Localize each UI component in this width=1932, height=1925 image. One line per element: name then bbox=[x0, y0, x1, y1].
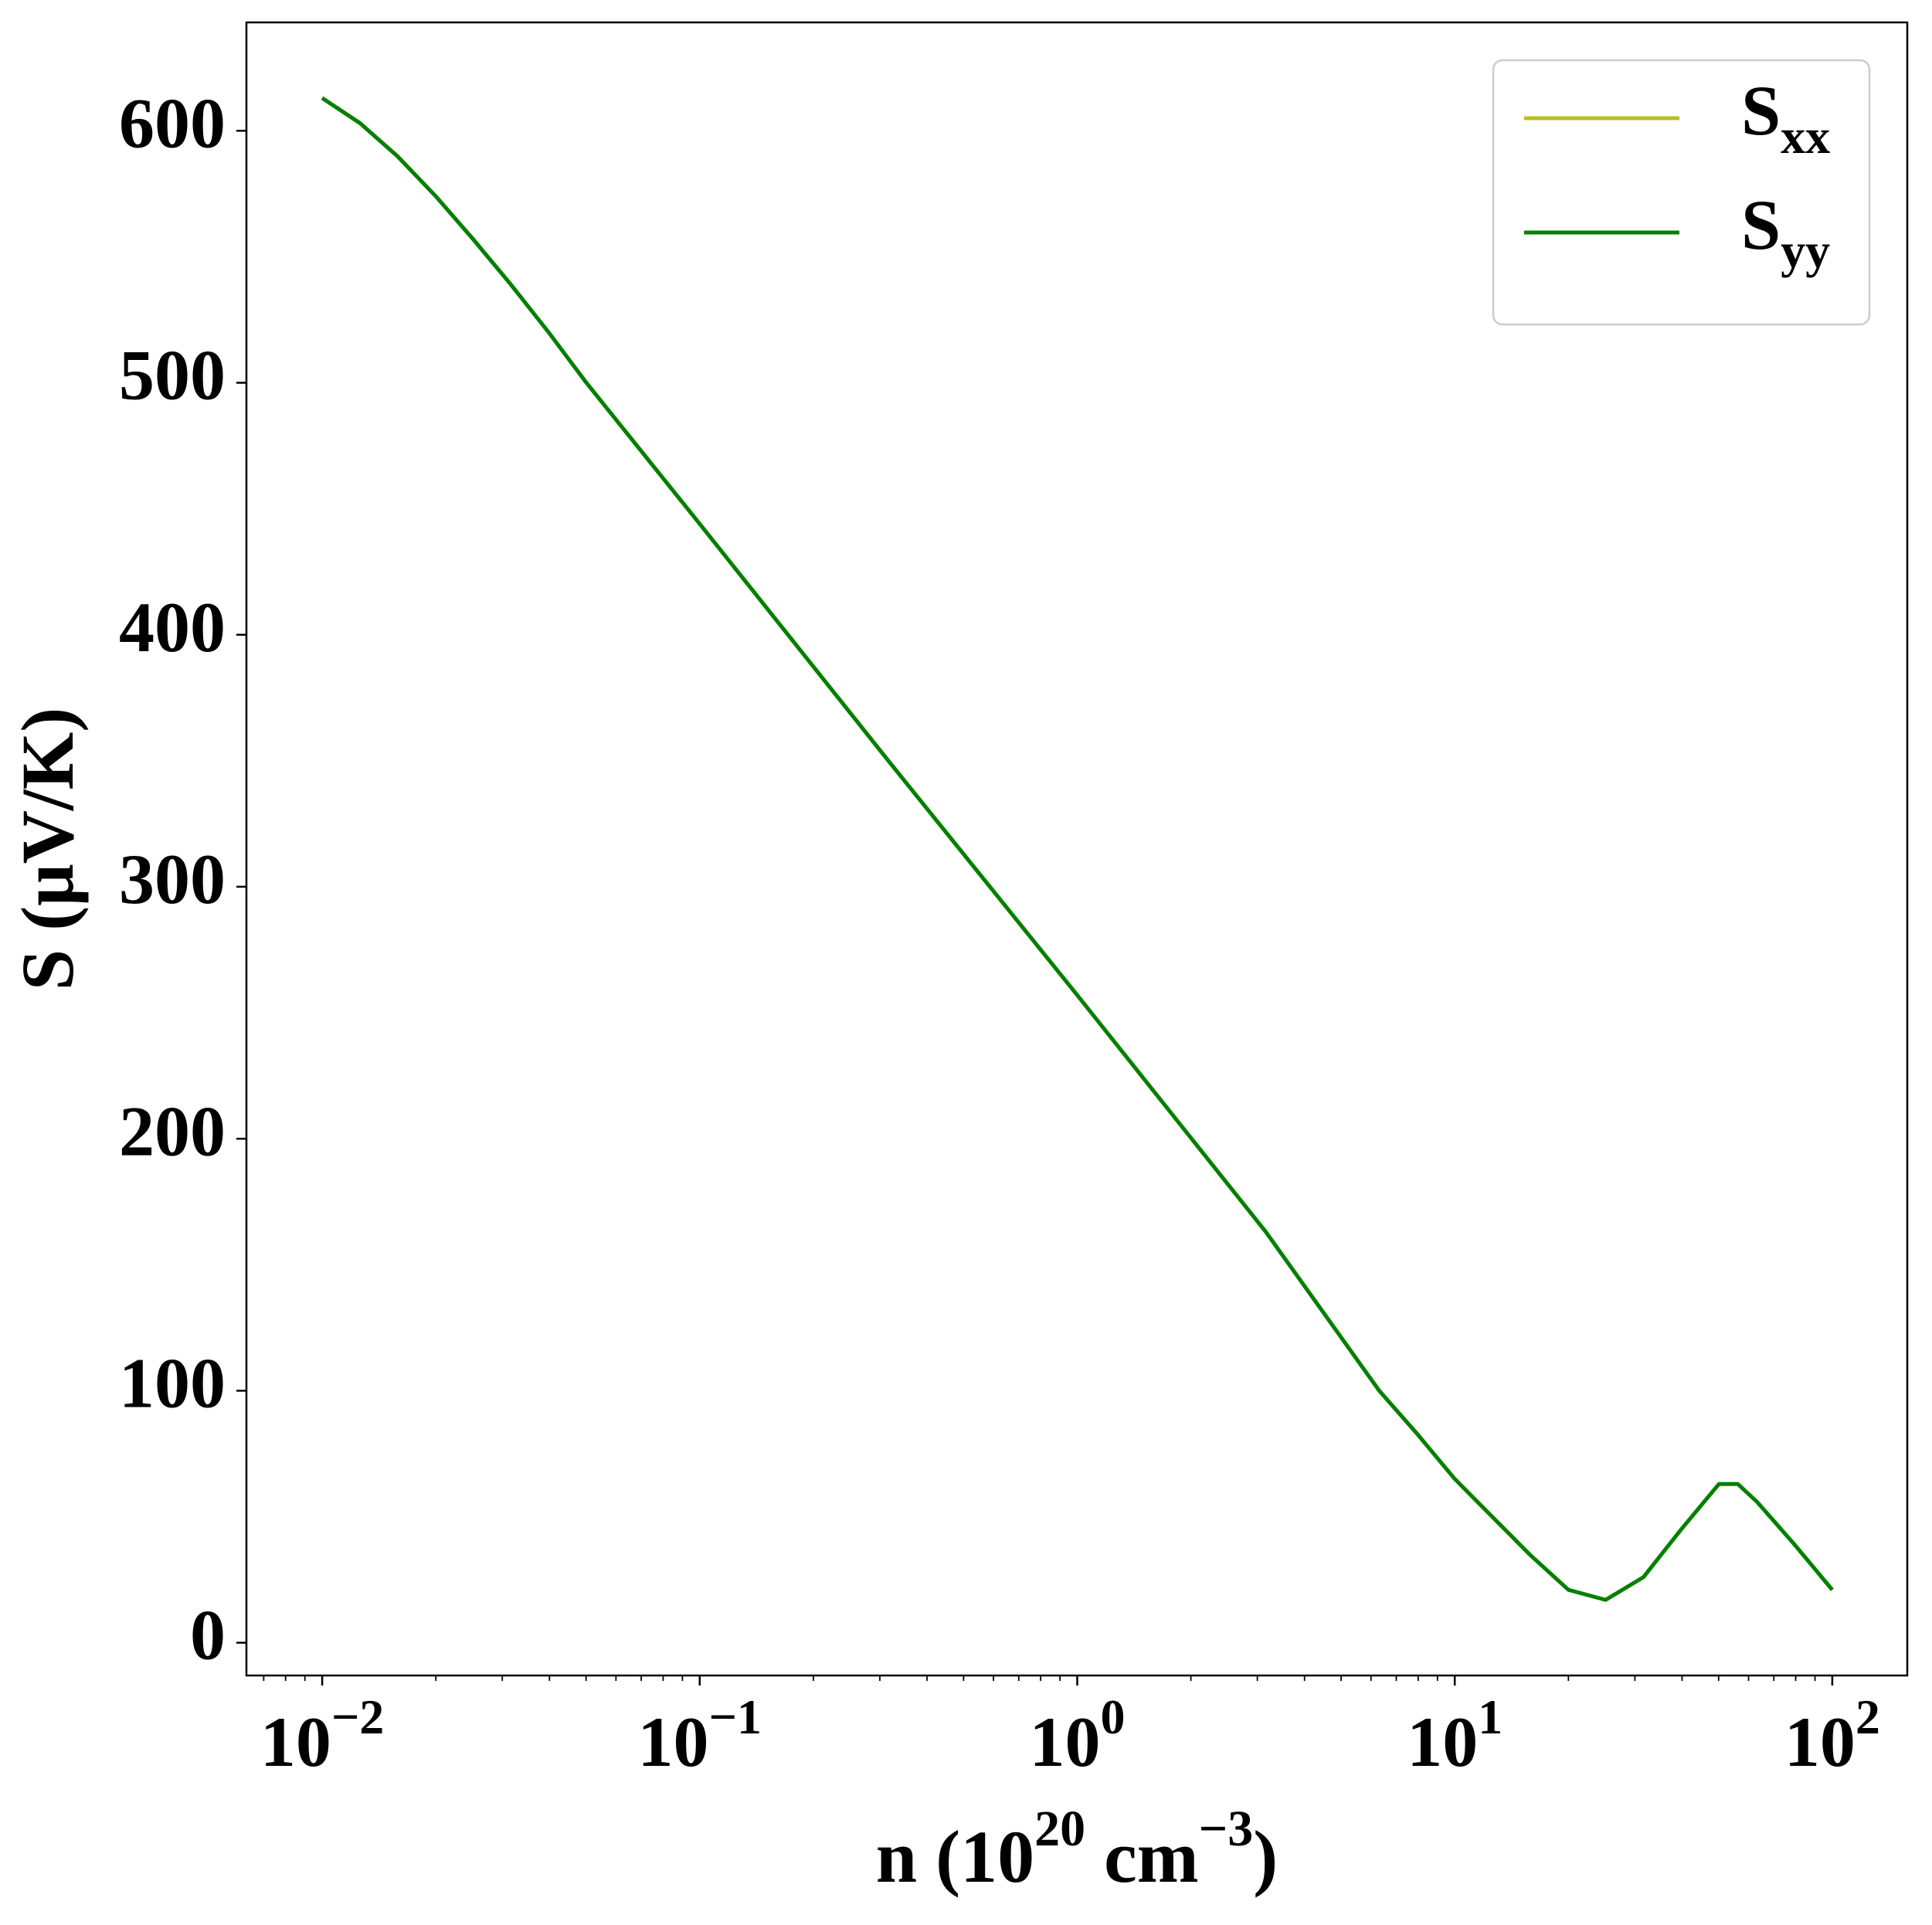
y-tick-label: 500 bbox=[119, 336, 226, 415]
x-tick-label-exponent: −2 bbox=[331, 1689, 384, 1744]
legend-label: Sxx bbox=[1741, 71, 1830, 164]
x-tick-label: 101 bbox=[1407, 1689, 1502, 1781]
x-axis-label-close: ) bbox=[1253, 1815, 1278, 1898]
y-tick-label: 100 bbox=[119, 1343, 226, 1422]
x-axis-label-superscript: 20 bbox=[1034, 1801, 1085, 1857]
x-tick-label-base: 10 bbox=[1407, 1703, 1478, 1781]
legend-label-subscript: yy bbox=[1781, 223, 1830, 278]
x-tick-label: 100 bbox=[1029, 1689, 1125, 1781]
x-tick-label-exponent: −1 bbox=[709, 1689, 762, 1744]
legend-label-subscript: xx bbox=[1781, 109, 1830, 164]
x-tick-label-base: 10 bbox=[260, 1703, 331, 1781]
x-tick-label: 10−2 bbox=[260, 1689, 384, 1781]
x-tick-label-base: 10 bbox=[638, 1703, 709, 1781]
y-axis-label: S (μV/K) bbox=[6, 708, 89, 990]
x-tick-label: 10−1 bbox=[638, 1689, 762, 1781]
legend-label-name: S bbox=[1741, 185, 1781, 264]
y-tick-label: 0 bbox=[190, 1596, 226, 1675]
x-tick-label: 102 bbox=[1784, 1689, 1880, 1781]
series-line bbox=[321, 96, 1834, 1602]
x-tick-label-exponent: 2 bbox=[1856, 1689, 1880, 1744]
x-tick-label-base: 10 bbox=[1029, 1703, 1100, 1781]
y-tick-label: 200 bbox=[119, 1092, 226, 1170]
x-tick-label-base: 10 bbox=[1784, 1703, 1856, 1781]
x-tick-label-exponent: 1 bbox=[1478, 1689, 1502, 1744]
y-tick-label: 300 bbox=[119, 840, 226, 918]
y-tick-label: 400 bbox=[119, 588, 226, 667]
legend-label-name: S bbox=[1741, 71, 1781, 150]
x-axis-label-unit: cm bbox=[1085, 1815, 1199, 1898]
y-tick-label: 600 bbox=[119, 83, 226, 162]
x-axis-label-unit-superscript: −3 bbox=[1199, 1801, 1254, 1857]
x-tick-label-exponent: 0 bbox=[1100, 1689, 1125, 1744]
legend-label: Syy bbox=[1741, 185, 1830, 278]
x-axis-label-text: n (10 bbox=[876, 1815, 1034, 1898]
plot-frame bbox=[245, 21, 1909, 1677]
x-axis-label: n (1020 cm−3) bbox=[876, 1801, 1278, 1898]
legend-box bbox=[1492, 59, 1871, 326]
